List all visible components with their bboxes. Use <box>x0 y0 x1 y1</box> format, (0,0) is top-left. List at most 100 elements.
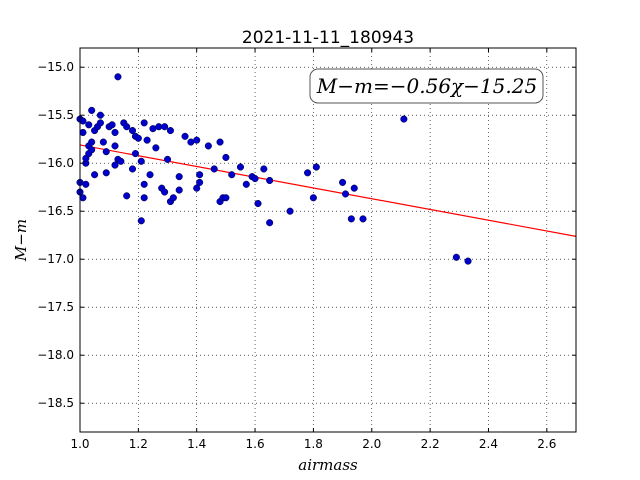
data-point <box>128 127 137 135</box>
data-point <box>91 171 99 179</box>
data-point <box>175 186 183 194</box>
data-point <box>222 194 230 202</box>
data-point <box>111 142 119 150</box>
data-point <box>350 184 358 192</box>
data-point <box>175 173 183 181</box>
fit-line-group <box>79 144 577 237</box>
data-point <box>161 188 169 196</box>
data-point <box>140 119 148 127</box>
data-point <box>196 171 204 179</box>
data-point <box>222 153 230 161</box>
data-point <box>236 163 245 171</box>
data-point <box>228 171 236 179</box>
plot-background <box>80 48 576 432</box>
data-point <box>102 169 110 177</box>
data-point <box>161 123 169 131</box>
y-tick-label: −18.0 <box>37 348 74 362</box>
data-point <box>117 157 125 165</box>
data-point <box>140 180 148 188</box>
data-point <box>347 215 355 223</box>
y-tick-label: −16.5 <box>37 204 74 218</box>
data-point <box>341 190 350 198</box>
data-point <box>137 217 145 225</box>
data-point <box>140 194 148 202</box>
data-point <box>304 169 312 177</box>
axis-ticks: 1.0 1.2 1.4 1.6 1.8 2.0 2.2 2.4 2.6 −15.0 −15.5 −16… <box>37 48 576 451</box>
data-point <box>166 127 174 135</box>
grid <box>79 48 576 432</box>
annotation-frame <box>309 68 544 104</box>
annotation-equation: M−m=−0.56χ−15.25 <box>316 74 537 98</box>
data-point <box>400 115 408 123</box>
data-point <box>181 132 189 140</box>
data-point <box>102 148 110 156</box>
data-point <box>152 144 160 152</box>
data-point <box>111 161 119 169</box>
y-tick-label: −16.0 <box>37 156 74 170</box>
x-tick-label: 2.2 <box>421 437 440 451</box>
data-point <box>82 180 90 188</box>
data-point <box>254 199 262 208</box>
data-point <box>79 117 87 125</box>
fit-line <box>79 144 577 237</box>
data-point <box>96 119 104 127</box>
y-tick-label: −17.0 <box>37 252 74 266</box>
data-point <box>79 128 87 137</box>
y-tick-label: −15.0 <box>37 60 74 74</box>
data-point <box>309 194 317 202</box>
data-point <box>359 215 367 223</box>
data-point <box>204 142 212 150</box>
x-tick-label: 1.8 <box>304 437 323 451</box>
data-point <box>114 73 122 81</box>
data-point <box>193 184 201 192</box>
y-tick-label: −18.5 <box>37 396 74 410</box>
data-point <box>339 178 347 186</box>
data-point <box>146 171 154 179</box>
x-tick-label: 1.0 <box>70 437 89 451</box>
data-point <box>128 165 137 173</box>
chart-title: 2021-11-11_180943 <box>242 28 414 48</box>
data-point <box>88 146 96 154</box>
data-point <box>134 134 142 142</box>
data-point <box>99 138 107 146</box>
data-point <box>85 121 93 129</box>
data-point <box>88 106 96 114</box>
data-point <box>193 136 201 144</box>
data-point <box>96 111 104 119</box>
x-tick-label: 2.0 <box>362 437 381 451</box>
data-point <box>79 194 87 202</box>
x-axis-label: airmass <box>298 456 358 474</box>
data-point <box>163 155 172 163</box>
x-tick-label: 2.4 <box>479 437 498 451</box>
data-point <box>242 180 250 188</box>
x-tick-label: 1.4 <box>187 437 206 451</box>
data-point <box>312 163 320 171</box>
data-point <box>452 253 460 261</box>
data-point <box>111 128 119 137</box>
data-point <box>286 207 294 215</box>
x-tick-label: 2.6 <box>537 437 556 451</box>
plot-frame <box>79 47 577 433</box>
y-axis-label: M−m <box>12 219 30 262</box>
data-point <box>131 150 139 158</box>
data-point <box>266 176 274 185</box>
data-point <box>123 192 131 200</box>
y-tick-label: −15.5 <box>37 108 74 122</box>
data-point <box>143 136 151 144</box>
data-point <box>260 165 268 173</box>
data-points <box>76 73 472 265</box>
x-tick-label: 1.2 <box>129 437 148 451</box>
data-point <box>216 138 224 146</box>
data-point <box>108 121 116 129</box>
data-point <box>88 138 96 146</box>
data-point <box>137 157 145 165</box>
y-tick-label: −17.5 <box>37 300 74 314</box>
data-point <box>251 175 259 183</box>
annotation-box: M−m=−0.56χ−15.25 <box>309 68 544 104</box>
data-point <box>169 194 177 202</box>
data-point <box>123 123 131 131</box>
data-point <box>210 165 218 173</box>
data-point <box>196 178 204 186</box>
x-tick-label: 1.6 <box>246 437 265 451</box>
